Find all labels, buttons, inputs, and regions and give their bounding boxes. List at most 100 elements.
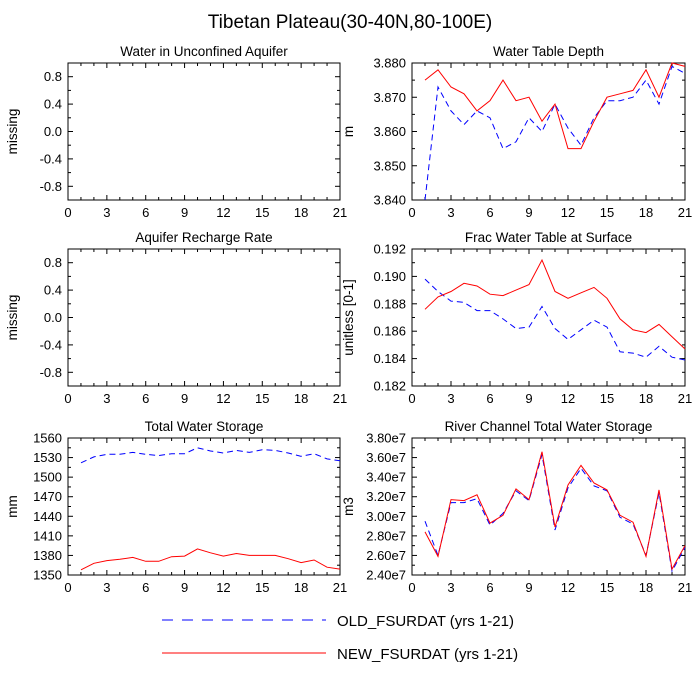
x-tick-label: 3	[103, 391, 110, 406]
panel-title: Aquifer Recharge Rate	[135, 230, 272, 245]
x-tick-label: 9	[525, 205, 532, 220]
x-tick-label: 18	[639, 205, 653, 220]
figure-title: Tibetan Plateau(30-40N,80-100E)	[208, 12, 492, 33]
legend-label-old: OLD_FSURDAT (yrs 1-21)	[337, 613, 514, 630]
x-tick-label: 0	[64, 205, 71, 220]
y-tick-label: 1470	[33, 489, 62, 504]
series-line-old	[424, 278, 686, 361]
x-tick-label: 6	[142, 391, 149, 406]
y-tick-label: 1440	[33, 509, 62, 524]
x-tick-label: 12	[216, 391, 230, 406]
y-tick-label: 3.870	[373, 90, 406, 105]
y-tick-label: 0.186	[373, 324, 406, 339]
plot-frame	[67, 62, 341, 201]
y-tick-label: 1500	[33, 470, 62, 485]
y-tick-label: 3.60e7	[366, 450, 406, 465]
x-tick-label: 21	[333, 205, 347, 220]
y-axis-label: m3	[341, 497, 356, 516]
plot-frame	[67, 248, 341, 387]
x-tick-label: 12	[216, 580, 230, 595]
plot-frame	[411, 437, 686, 576]
series-line-new	[80, 548, 341, 571]
series-line-old	[424, 65, 686, 201]
y-tick-label: 3.850	[373, 158, 406, 173]
panel-title: River Channel Total Water Storage	[445, 419, 653, 434]
x-tick-label: 15	[600, 580, 614, 595]
x-tick-label: 6	[142, 580, 149, 595]
y-tick-label: 1530	[33, 450, 62, 465]
x-tick-label: 3	[447, 391, 454, 406]
x-tick-label: 12	[561, 205, 575, 220]
x-tick-label: 6	[142, 205, 149, 220]
y-tick-label: 0.8	[44, 255, 62, 270]
x-tick-label: 21	[333, 580, 347, 595]
y-axis-label: missing	[5, 295, 20, 341]
y-tick-label: -0.8	[40, 365, 62, 380]
x-tick-label: 0	[408, 205, 415, 220]
x-tick-label: 21	[678, 391, 692, 406]
x-tick-label: 6	[486, 391, 493, 406]
x-tick-label: 18	[294, 391, 308, 406]
panel-title: Water in Unconfined Aquifer	[120, 44, 288, 59]
y-tick-label: 3.880	[373, 56, 406, 71]
x-tick-label: 12	[561, 580, 575, 595]
x-tick-label: 12	[561, 391, 575, 406]
y-tick-label: 0.0	[44, 310, 62, 325]
plot-frame	[411, 248, 686, 387]
x-tick-label: 21	[678, 205, 692, 220]
y-tick-label: 0.4	[44, 97, 62, 112]
y-tick-label: 0.192	[373, 242, 406, 257]
y-tick-label: 2.80e7	[366, 528, 406, 543]
x-tick-label: 3	[103, 580, 110, 595]
y-tick-label: 3.40e7	[366, 470, 406, 485]
y-tick-label: 1380	[33, 548, 62, 563]
series-line-old	[80, 447, 341, 464]
x-tick-label: 9	[181, 580, 188, 595]
panel-water-in-unconfined-aquifer: Water in Unconfined Aquifer 0 3 6 9 12 15 18 21 -…	[5, 44, 347, 220]
y-tick-label: 3.860	[373, 124, 406, 139]
series-line-old	[424, 454, 686, 573]
y-tick-label: 3.20e7	[366, 489, 406, 504]
y-tick-label: 0.4	[44, 283, 62, 298]
x-tick-label: 9	[181, 391, 188, 406]
y-tick-label: 1560	[33, 431, 62, 446]
panel-aquifer-recharge-rate: Aquifer Recharge Rate 0 3 6 9 12 15 18 21 -0.8 -0.…	[5, 230, 347, 406]
x-tick-label: 12	[216, 205, 230, 220]
x-tick-label: 15	[255, 391, 269, 406]
series-line-new	[424, 62, 686, 150]
y-tick-label: -0.8	[40, 179, 62, 194]
x-tick-label: 9	[525, 580, 532, 595]
x-tick-label: 6	[486, 580, 493, 595]
y-tick-label: 3.00e7	[366, 509, 406, 524]
panel-title: Water Table Depth	[493, 44, 604, 59]
y-tick-label: 2.60e7	[366, 548, 406, 563]
series-line-new	[424, 451, 686, 571]
y-tick-label: 0.190	[373, 269, 406, 284]
y-tick-label: -0.4	[40, 337, 62, 352]
x-tick-label: 18	[639, 580, 653, 595]
panel-title: Frac Water Table at Surface	[465, 230, 632, 245]
y-axis-label: missing	[5, 109, 20, 155]
x-tick-label: 0	[408, 580, 415, 595]
y-tick-label: 1410	[33, 528, 62, 543]
panel-frac-water-table-at-surface: Frac Water Table at Surface 0 3 6 9 12 15 18 21 0…	[341, 230, 692, 406]
x-tick-label: 3	[447, 580, 454, 595]
x-tick-label: 0	[64, 580, 71, 595]
legend-label-new: NEW_FSURDAT (yrs 1-21)	[337, 646, 518, 663]
y-tick-label: 0.182	[373, 379, 406, 394]
y-tick-label: 0.0	[44, 124, 62, 139]
x-tick-label: 15	[600, 391, 614, 406]
y-tick-label: 0.184	[373, 351, 406, 366]
panel-title: Total Water Storage	[145, 419, 264, 434]
y-axis-label: m	[341, 126, 356, 137]
y-tick-label: 0.8	[44, 69, 62, 84]
x-tick-label: 21	[333, 391, 347, 406]
y-axis-label: unitless [0-1]	[341, 279, 356, 356]
x-tick-label: 18	[294, 205, 308, 220]
x-tick-label: 9	[181, 205, 188, 220]
x-tick-label: 18	[294, 580, 308, 595]
y-tick-label: -0.4	[40, 151, 62, 166]
x-tick-label: 3	[103, 205, 110, 220]
panel-water-table-depth: Water Table Depth 0 3 6 9 12 15 18 21 3.840 3.850 3…	[341, 44, 692, 220]
